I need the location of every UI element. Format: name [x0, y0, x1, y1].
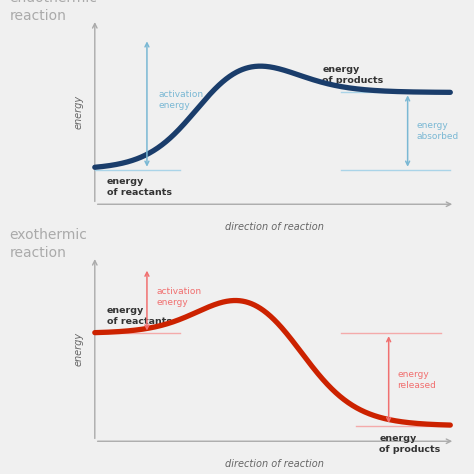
Text: energy
of reactants: energy of reactants: [107, 306, 172, 326]
Text: energy: energy: [73, 95, 83, 129]
Text: energy
of products: energy of products: [322, 64, 383, 85]
Text: energy: energy: [73, 332, 83, 366]
Text: endothermic
reaction: endothermic reaction: [9, 0, 97, 23]
Text: energy
absorbed: energy absorbed: [416, 121, 458, 141]
Text: activation
energy: activation energy: [159, 90, 204, 110]
Text: energy
of reactants: energy of reactants: [107, 177, 172, 197]
Text: energy
released: energy released: [397, 370, 436, 390]
Text: direction of reaction: direction of reaction: [226, 221, 324, 232]
Text: direction of reaction: direction of reaction: [226, 458, 324, 469]
Text: activation
energy: activation energy: [156, 287, 201, 307]
Text: energy
of products: energy of products: [379, 434, 440, 454]
Text: exothermic
reaction: exothermic reaction: [9, 228, 87, 260]
